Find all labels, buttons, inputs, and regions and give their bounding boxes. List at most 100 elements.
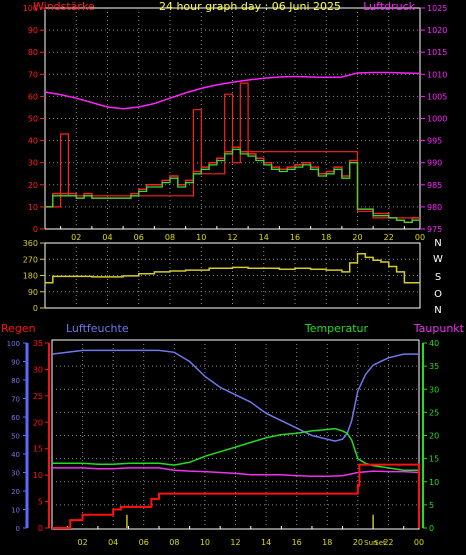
temperature-tick-label: 35 — [429, 362, 439, 371]
temperature-tick-label: 30 — [429, 385, 439, 394]
compass-label: O — [434, 289, 442, 300]
humidity-time-tick-label: 00 — [414, 538, 424, 547]
rain-tick-label: 25 — [33, 392, 43, 401]
humidity-time-tick-label: 18 — [322, 538, 332, 547]
wind-time-tick-label: 10 — [196, 233, 206, 242]
humidity-tick-label: 50 — [11, 433, 20, 441]
direction-tick-label: 90 — [28, 288, 38, 297]
humidity-tick-label: 70 — [11, 396, 20, 404]
humidity-time-tick-label: 20 — [353, 538, 363, 547]
rain-tick-label: 20 — [33, 418, 43, 427]
humidity-temp-grid — [52, 340, 419, 529]
set-tick-label: Set — [374, 539, 386, 547]
humidity-tick-label: 0 — [16, 525, 20, 533]
dewpoint-label: Taupunkt — [413, 322, 465, 335]
wind-tick-label: 40 — [28, 137, 38, 146]
pressure-tick-label: 985 — [427, 181, 442, 190]
humidity-time-tick-label: 12 — [230, 538, 240, 547]
humidity-time-tick-label: 14 — [261, 538, 271, 547]
wind-axis-ticks: 0 10 20 30 40 50 60 70 80 90 100 — [23, 4, 45, 234]
wind-tick-label: 90 — [28, 26, 38, 35]
compass-label: N — [434, 305, 441, 316]
direction-tick-label: 270 — [23, 255, 38, 264]
direction-grid — [45, 243, 420, 308]
humidity-tick-label: 30 — [11, 470, 20, 478]
pressure-tick-label: 1015 — [427, 48, 447, 57]
humidity-tick-label: 100 — [7, 340, 20, 348]
rain-tick-label: 0 — [38, 524, 43, 533]
wind-average-line — [45, 148, 420, 224]
temperature-tick-label: 15 — [429, 455, 439, 464]
rain-tick-label: 5 — [38, 498, 43, 507]
wind-axis-label: Windstärke — [33, 0, 95, 13]
humidity-tick-label: 60 — [11, 414, 20, 422]
wind-time-tick-label: 16 — [290, 233, 300, 242]
compass-label: W — [433, 254, 443, 265]
pressure-tick-label: 1000 — [427, 115, 447, 124]
direction-tick-label: 0 — [33, 304, 38, 313]
direction-tick-label: 180 — [23, 272, 38, 281]
humidity-tick-label: 80 — [11, 377, 20, 385]
wind-time-tick-label: 12 — [227, 233, 237, 242]
temperature-tick-label: 10 — [429, 478, 439, 487]
rain-tick-label: 15 — [33, 445, 43, 454]
wind-time-tick-label: 06 — [134, 233, 144, 242]
wind-time-tick-label: 04 — [102, 233, 112, 242]
humidity-tick-label: 20 — [11, 488, 20, 496]
rain-label: Regen — [1, 322, 36, 335]
rain-tick-label: 30 — [33, 365, 43, 374]
compass-label: S — [435, 272, 441, 283]
humidity-temp-rain-panel: 0 5 10 15 20 25 30 35 0 10 20 30 40 50 60 70 80 90 100 0 5… — [1, 322, 465, 547]
humidity-tick-label: 10 — [11, 507, 20, 515]
wind-pressure-series — [44, 71, 421, 224]
humidity-time-tick-label: 06 — [139, 538, 149, 547]
chart-title: 24 hour graph day : 06 Juni 2025 — [159, 0, 341, 13]
wind-time-tick-label: 02 — [71, 233, 81, 242]
wind-tick-label: 20 — [28, 181, 38, 190]
humidity-tick-label: 90 — [11, 359, 20, 367]
wind-time-tick-label: 00 — [415, 233, 425, 242]
temperature-tick-label: 25 — [429, 408, 439, 417]
wind-tick-label: 70 — [28, 70, 38, 79]
humidity-axis-ticks: 0 10 20 30 40 50 60 70 80 90 100 — [7, 340, 27, 533]
temperature-label: Temperatur — [304, 322, 369, 335]
direction-axis-ticks: 0 90 180 270 360 — [23, 239, 45, 313]
temperature-tick-label: 40 — [429, 339, 439, 348]
dewpoint-line — [52, 467, 420, 477]
humidity-time-tick-label: 02 — [77, 538, 87, 547]
temperature-tick-label: 0 — [429, 524, 434, 533]
temperature-tick-label: 20 — [429, 432, 439, 441]
wind-time-tick-label: 08 — [165, 233, 175, 242]
humidity-time-tick-label: 22 — [383, 538, 393, 547]
compass-label: N — [434, 238, 441, 249]
wind-time-axis-ticks: 02 04 06 08 10 12 14 16 18 20 22 00 — [60, 226, 425, 242]
pressure-tick-label: 1020 — [427, 26, 447, 35]
humidity-time-tick-label: 08 — [169, 538, 179, 547]
wind-tick-label: 50 — [28, 115, 38, 124]
rain-tick-label: 10 — [33, 471, 43, 480]
pressure-tick-label: 975 — [427, 225, 442, 234]
sun-tick-label: Sun — [364, 539, 377, 547]
pressure-tick-label: 1005 — [427, 92, 447, 101]
wind-tick-label: 0 — [33, 225, 38, 234]
wind-tick-label: 60 — [28, 92, 38, 101]
direction-line — [45, 253, 420, 284]
wind-time-tick-label: 18 — [321, 233, 331, 242]
direction-tick-label: 360 — [23, 239, 38, 248]
wind-time-tick-label: 20 — [352, 233, 362, 242]
wind-tick-label: 80 — [28, 48, 38, 57]
direction-series — [45, 253, 420, 284]
pressure-axis-ticks: 975 980 985 990 995 1000 1005 1010 1015 1020 1025 — [420, 4, 447, 234]
pressure-tick-label: 995 — [427, 137, 442, 146]
humidity-temp-rain-series — [51, 349, 420, 529]
pressure-tick-label: 1025 — [427, 4, 447, 13]
rain-line — [52, 463, 420, 529]
humidity-time-tick-label: 16 — [292, 538, 302, 547]
wind-tick-label: 30 — [28, 159, 38, 168]
wind-time-tick-label: 22 — [384, 233, 394, 242]
wind-tick-label: 10 — [28, 203, 38, 212]
pressure-tick-label: 1010 — [427, 70, 447, 79]
